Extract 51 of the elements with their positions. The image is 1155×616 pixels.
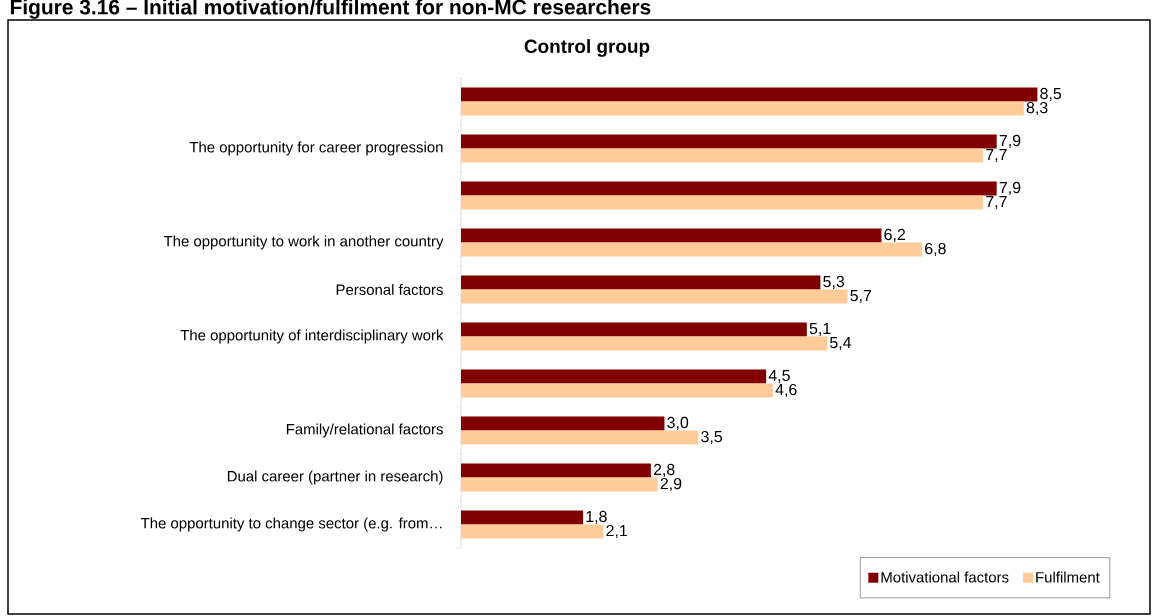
bar	[461, 416, 665, 431]
bar	[461, 228, 882, 243]
data-label: 6,8	[925, 242, 946, 257]
data-label: 8,5	[1040, 87, 1062, 102]
bar	[461, 87, 1038, 102]
bar	[461, 181, 997, 196]
data-label: 5,1	[809, 322, 831, 336]
data-label: 1,8	[586, 510, 607, 525]
y-tick-label: The opportunity to work in another country	[163, 235, 444, 250]
y-tick-label: Family/relational factors	[286, 423, 443, 438]
chart-subtitle: Control group	[524, 39, 650, 57]
y-tick-label: The opportunity for career progression	[189, 141, 443, 156]
bar	[461, 383, 773, 398]
data-label: 5,7	[850, 290, 872, 304]
data-label: 3,5	[701, 430, 723, 445]
data-label: 6,2	[884, 228, 905, 243]
data-label: 2,1	[606, 524, 627, 539]
bar	[461, 195, 984, 210]
data-label: 7,7	[986, 149, 1007, 163]
bar	[461, 463, 651, 478]
data-label: 3,0	[667, 416, 689, 431]
bar	[461, 510, 584, 525]
bar	[461, 524, 604, 539]
bar	[461, 322, 807, 337]
y-tick-label: Personal factors	[336, 284, 443, 295]
bar	[461, 369, 767, 384]
data-label: 8,3	[1026, 101, 1048, 116]
data-label: 7,9	[999, 134, 1021, 149]
data-label: 7,7	[986, 196, 1007, 210]
legend-label: Fulfilment	[1036, 571, 1100, 583]
legend-label: Motivational factors	[881, 571, 1009, 583]
bar	[461, 134, 997, 149]
chart-title: Figure 3.16 – Initial motivation/fulfilment for non-MC researchers	[10, 0, 651, 19]
data-label: 7,9	[999, 181, 1021, 196]
y-tick-label: The opportunity of interdisciplinary work	[180, 329, 444, 344]
data-label: 2,8	[653, 463, 675, 478]
data-label: 2,9	[660, 477, 682, 492]
bar	[461, 289, 848, 304]
bar	[461, 275, 821, 290]
data-label: 5,3	[823, 275, 845, 290]
bar	[461, 101, 1024, 116]
bar	[461, 430, 699, 445]
bar	[461, 148, 984, 163]
data-label: 4,5	[768, 369, 790, 383]
bar	[461, 242, 923, 257]
bar	[461, 477, 658, 492]
bar	[461, 336, 828, 351]
data-label: 4,6	[775, 383, 797, 398]
y-tick-label: The opportunity to change sector (e.g. from…	[140, 517, 442, 532]
data-label: 5,4	[830, 337, 852, 351]
y-tick-label: Dual career (partner in research)	[227, 470, 443, 485]
